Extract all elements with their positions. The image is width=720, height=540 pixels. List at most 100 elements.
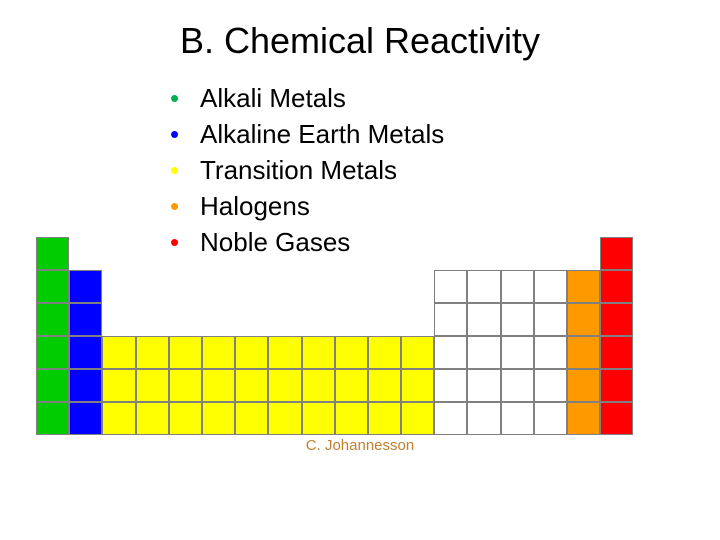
bullet-icon: •	[170, 84, 200, 112]
pt-cell	[69, 204, 102, 237]
pt-cell	[600, 237, 633, 270]
pt-cell	[302, 369, 335, 402]
pt-cell	[368, 369, 401, 402]
pt-cell	[136, 303, 169, 336]
page-title: B. Chemical Reactivity	[0, 0, 720, 80]
pt-cell	[136, 402, 169, 435]
pt-cell	[169, 237, 202, 270]
pt-cell	[268, 369, 301, 402]
pt-cell	[401, 270, 434, 303]
pt-cell	[36, 270, 69, 303]
pt-cell	[202, 237, 235, 270]
pt-cell	[401, 237, 434, 270]
pt-cell	[69, 303, 102, 336]
pt-cell	[235, 336, 268, 369]
pt-cell	[534, 204, 567, 237]
pt-cell	[368, 336, 401, 369]
pt-cell	[335, 204, 368, 237]
list-item: •Alkaline Earth Metals	[170, 118, 444, 150]
pt-cell	[534, 336, 567, 369]
pt-cell	[467, 402, 500, 435]
pt-cell	[567, 204, 600, 237]
bullet-icon: •	[170, 120, 200, 148]
pt-cell	[36, 204, 69, 237]
pt-cell	[335, 237, 368, 270]
bullet-label: Alkali Metals	[200, 82, 346, 114]
pt-cell	[501, 237, 534, 270]
pt-cell	[202, 303, 235, 336]
pt-cell	[368, 237, 401, 270]
pt-cell	[501, 336, 534, 369]
pt-cell	[102, 303, 135, 336]
pt-cell	[36, 237, 69, 270]
pt-cell	[69, 369, 102, 402]
list-item: •Transition Metals	[170, 154, 444, 186]
pt-cell	[235, 303, 268, 336]
pt-cell	[534, 402, 567, 435]
pt-cell	[302, 204, 335, 237]
pt-cell	[534, 237, 567, 270]
pt-cell	[268, 237, 301, 270]
pt-cell	[567, 303, 600, 336]
pt-cell	[401, 336, 434, 369]
pt-cell	[368, 402, 401, 435]
pt-cell	[600, 270, 633, 303]
pt-cell	[335, 303, 368, 336]
pt-cell	[368, 303, 401, 336]
pt-cell	[102, 369, 135, 402]
pt-cell	[434, 303, 467, 336]
pt-cell	[36, 369, 69, 402]
pt-cell	[69, 336, 102, 369]
periodic-table	[36, 204, 633, 435]
pt-cell	[169, 336, 202, 369]
pt-cell	[302, 303, 335, 336]
periodic-table-grid	[36, 204, 633, 435]
pt-cell	[567, 402, 600, 435]
pt-cell	[36, 402, 69, 435]
pt-cell	[268, 336, 301, 369]
pt-cell	[600, 204, 633, 237]
pt-cell	[368, 270, 401, 303]
pt-cell	[302, 336, 335, 369]
pt-cell	[202, 336, 235, 369]
pt-cell	[268, 204, 301, 237]
pt-cell	[36, 336, 69, 369]
pt-cell	[434, 204, 467, 237]
pt-cell	[534, 270, 567, 303]
pt-cell	[169, 402, 202, 435]
pt-cell	[501, 204, 534, 237]
pt-cell	[567, 336, 600, 369]
bullet-label: Alkaline Earth Metals	[200, 118, 444, 150]
pt-cell	[235, 369, 268, 402]
pt-cell	[434, 270, 467, 303]
pt-cell	[302, 237, 335, 270]
pt-cell	[268, 303, 301, 336]
pt-cell	[335, 270, 368, 303]
pt-cell	[534, 369, 567, 402]
pt-cell	[467, 204, 500, 237]
pt-cell	[501, 369, 534, 402]
pt-cell	[69, 402, 102, 435]
pt-cell	[501, 303, 534, 336]
pt-cell	[202, 204, 235, 237]
pt-cell	[401, 369, 434, 402]
bullet-icon: •	[170, 156, 200, 184]
pt-cell	[434, 336, 467, 369]
pt-cell	[335, 336, 368, 369]
pt-cell	[169, 369, 202, 402]
pt-cell	[600, 336, 633, 369]
pt-cell	[434, 402, 467, 435]
bullet-label: Transition Metals	[200, 154, 397, 186]
pt-cell	[136, 270, 169, 303]
pt-cell	[202, 402, 235, 435]
pt-cell	[302, 402, 335, 435]
pt-cell	[136, 204, 169, 237]
pt-cell	[467, 270, 500, 303]
pt-cell	[136, 336, 169, 369]
pt-cell	[434, 237, 467, 270]
pt-cell	[335, 369, 368, 402]
pt-cell	[467, 303, 500, 336]
pt-cell	[202, 270, 235, 303]
pt-cell	[169, 204, 202, 237]
pt-cell	[202, 369, 235, 402]
